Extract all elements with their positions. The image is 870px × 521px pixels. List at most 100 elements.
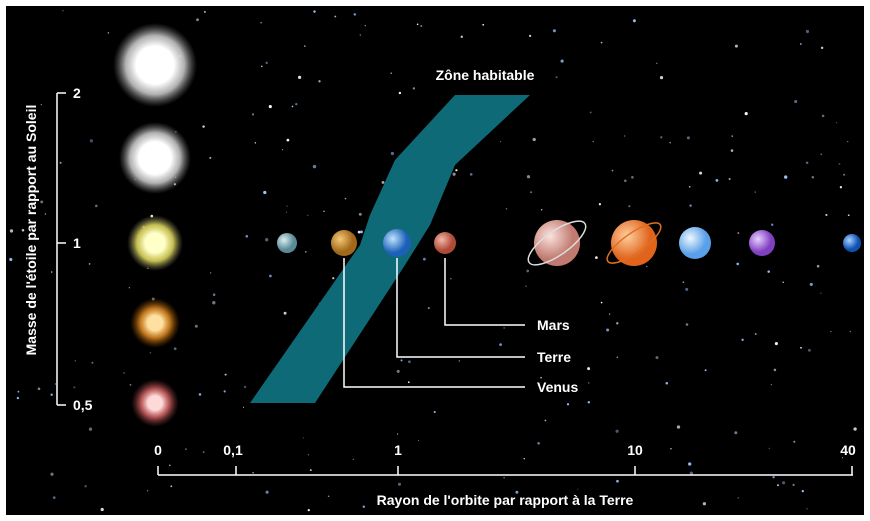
background-star [774, 369, 777, 372]
background-star [669, 142, 671, 144]
background-star [617, 357, 619, 359]
background-star [51, 394, 53, 396]
background-star [209, 157, 211, 159]
background-star [318, 80, 320, 82]
x-axis-label: Rayon de l'orbite par rapport à la Terre [377, 492, 634, 508]
background-star [767, 270, 770, 273]
background-star [685, 288, 688, 291]
background-star [741, 339, 743, 341]
background-star [806, 30, 809, 33]
background-star [736, 263, 739, 266]
background-star [55, 383, 56, 384]
background-star [737, 497, 739, 499]
background-star [286, 206, 287, 207]
x-tick-label: 40 [840, 442, 856, 458]
background-star [353, 459, 354, 460]
background-star [243, 407, 244, 408]
background-star [287, 139, 290, 142]
background-star [503, 477, 504, 478]
background-star [95, 205, 98, 208]
background-star [269, 275, 272, 278]
background-star [224, 390, 226, 392]
background-star [62, 10, 64, 12]
background-star [825, 214, 827, 216]
background-star [595, 256, 598, 259]
background-star [533, 138, 536, 141]
background-star [263, 191, 266, 194]
background-star [75, 360, 76, 361]
background-star [777, 484, 779, 486]
background-star [850, 331, 852, 333]
background-star [588, 382, 589, 383]
background-star [830, 331, 831, 332]
background-star [670, 448, 671, 449]
background-star [212, 301, 215, 304]
background-star [174, 347, 177, 350]
background-star [185, 448, 187, 450]
background-star [526, 270, 529, 273]
background-star [677, 425, 680, 428]
y-tick-label: 1 [73, 235, 81, 251]
x-tick-label: 10 [627, 442, 643, 458]
background-star [599, 203, 601, 205]
background-star [666, 382, 669, 385]
background-star [769, 448, 770, 449]
background-star [203, 451, 205, 453]
background-star [84, 485, 86, 487]
background-star [821, 154, 822, 155]
background-star [17, 397, 19, 399]
planet [843, 234, 861, 252]
background-star [170, 485, 172, 487]
diagram: Zône habitable Mars Terre Venus 2 1 0,5 … [0, 0, 870, 521]
background-star [800, 347, 802, 349]
background-star [729, 178, 731, 180]
background-star [616, 322, 618, 324]
background-star [561, 60, 564, 63]
background-star [482, 24, 484, 26]
background-star [660, 76, 663, 79]
background-star [504, 327, 505, 328]
background-star [129, 287, 130, 288]
background-star [500, 141, 501, 142]
background-star [108, 32, 110, 34]
background-star [806, 162, 809, 165]
background-star [817, 265, 820, 268]
background-star [470, 173, 473, 176]
planet-label: Mars [537, 317, 570, 333]
background-star [689, 204, 691, 206]
background-star [771, 224, 773, 226]
background-star [450, 278, 451, 279]
background-star [10, 229, 13, 232]
background-star [524, 458, 525, 459]
background-star [423, 258, 426, 261]
background-star [360, 230, 363, 233]
background-star [305, 251, 307, 253]
background-star [545, 420, 547, 422]
background-star [41, 104, 42, 105]
background-star [853, 427, 856, 430]
background-star [567, 403, 569, 405]
background-star [434, 411, 436, 413]
background-star [150, 352, 152, 354]
background-star [624, 179, 627, 182]
background-star [556, 76, 558, 78]
background-star [398, 483, 401, 486]
background-star [755, 192, 756, 193]
x-tick-label: 1 [394, 442, 402, 458]
background-star [91, 362, 93, 364]
background-star [354, 13, 356, 15]
background-star [255, 142, 256, 143]
background-star [9, 258, 12, 261]
background-star [90, 139, 93, 142]
background-star [401, 359, 403, 361]
background-star [332, 277, 334, 279]
planet [331, 230, 357, 256]
background-star [418, 440, 419, 441]
background-star [687, 136, 690, 139]
background-star [359, 213, 362, 216]
background-star [265, 62, 267, 64]
background-star [616, 430, 619, 433]
planet-label: Venus [537, 379, 578, 395]
background-star [252, 113, 254, 115]
background-star [800, 43, 802, 45]
